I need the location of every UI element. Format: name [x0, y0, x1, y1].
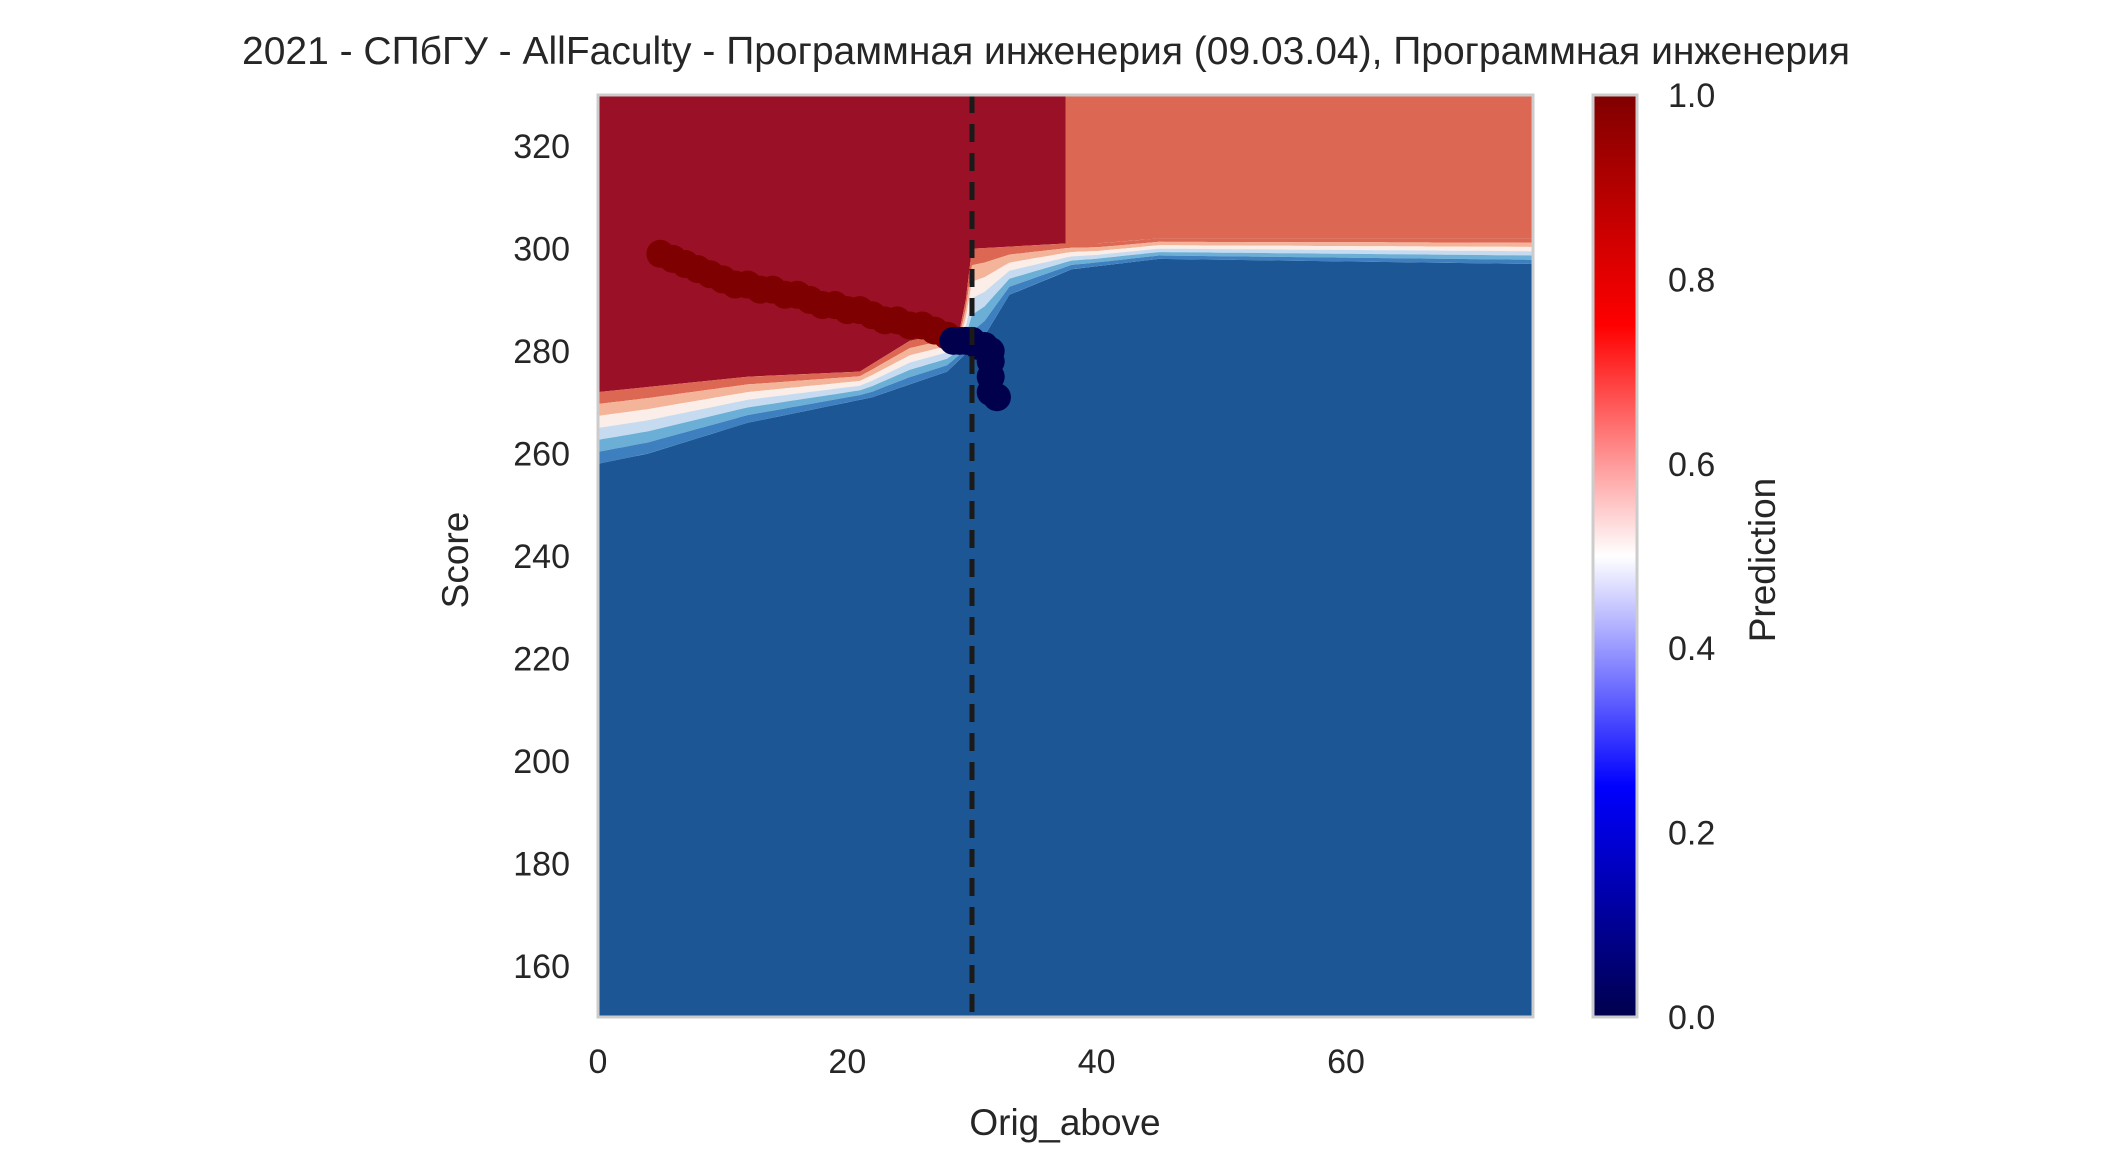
data-point — [982, 383, 1011, 412]
y-tick-label: 180 — [513, 845, 570, 883]
y-tick-label: 320 — [513, 128, 570, 166]
region-low — [598, 258, 1533, 1017]
colorbar-tick-label: 0.4 — [1668, 630, 1715, 668]
x-axis-ticks: 0 20 40 60 — [589, 1043, 1365, 1081]
colorbar-tick-label: 0.2 — [1668, 815, 1715, 853]
colorbar-label: Prediction — [1742, 478, 1783, 643]
plot-area — [598, 95, 1533, 1017]
data-points — [646, 239, 1011, 412]
x-axis-label: Orig_above — [969, 1102, 1160, 1143]
band-stripe — [598, 238, 1533, 404]
colorbar-tick-label: 0.6 — [1668, 446, 1715, 484]
y-tick-label: 260 — [513, 436, 570, 474]
band-stripe — [598, 248, 1533, 440]
colorbar — [1591, 93, 1639, 1019]
band-stripe — [598, 241, 1533, 416]
x-tick-label: 0 — [589, 1043, 608, 1081]
prediction-regions — [598, 95, 1533, 1017]
transition-band — [598, 238, 1533, 464]
region-high — [598, 95, 1066, 393]
y-axis-label: Score — [435, 512, 476, 609]
x-tick-label: 60 — [1327, 1043, 1365, 1081]
band-stripe — [598, 245, 1533, 428]
x-tick-label: 20 — [828, 1043, 866, 1081]
y-tick-label: 220 — [513, 640, 570, 678]
colorbar-tick-label: 1.0 — [1668, 77, 1715, 115]
chart-title: 2021 - СПбГУ - AllFaculty - Программная … — [242, 30, 1850, 73]
x-tick-label: 40 — [1078, 1043, 1116, 1081]
y-tick-label: 280 — [513, 333, 570, 371]
y-axis-ticks: 160 180 200 220 240 260 280 300 320 — [513, 128, 570, 986]
plot-frame — [596, 93, 1535, 1019]
y-tick-label: 200 — [513, 743, 570, 781]
colorbar-tick-label: 0.8 — [1668, 261, 1715, 299]
y-tick-label: 240 — [513, 538, 570, 576]
colorbar-ticks: 0.0 0.2 0.4 0.6 0.8 1.0 — [1668, 77, 1715, 1037]
y-tick-label: 160 — [513, 948, 570, 986]
colorbar-tick-label: 0.0 — [1668, 999, 1715, 1037]
y-tick-label: 300 — [513, 231, 570, 269]
region-mid-high — [1065, 95, 1533, 244]
